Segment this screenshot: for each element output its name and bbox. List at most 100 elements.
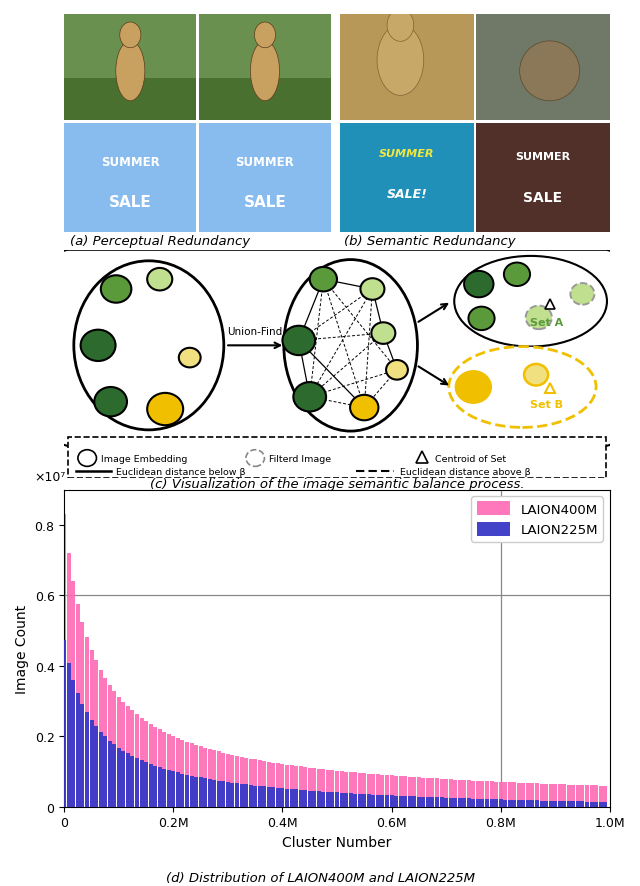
Bar	[516, 782, 521, 806]
Text: (d) Distribution of LAION400M and LAION225M: (d) Distribution of LAION400M and LAION2…	[166, 871, 474, 884]
Bar	[244, 784, 248, 806]
Bar	[485, 781, 489, 806]
Bar	[435, 797, 439, 806]
Bar	[148, 765, 152, 806]
Bar	[267, 762, 271, 806]
Bar	[458, 780, 461, 806]
Bar	[512, 800, 516, 806]
Bar	[431, 778, 435, 806]
Bar	[481, 781, 484, 806]
Bar	[135, 758, 139, 806]
Bar	[280, 789, 284, 806]
Bar	[67, 663, 71, 806]
Bar	[262, 761, 266, 806]
Bar	[453, 798, 457, 806]
Bar	[317, 769, 321, 806]
Bar	[144, 763, 148, 806]
Text: SALE!: SALE!	[387, 188, 428, 201]
Bar	[531, 800, 534, 806]
Bar	[503, 782, 507, 806]
Text: SALE: SALE	[524, 190, 563, 205]
Bar	[344, 793, 348, 806]
Bar	[289, 766, 294, 806]
Bar	[371, 774, 375, 806]
Bar	[349, 793, 353, 806]
Bar	[444, 797, 448, 806]
Bar	[248, 785, 253, 806]
Bar	[362, 794, 366, 806]
Bar	[403, 797, 407, 806]
Circle shape	[246, 450, 264, 467]
Circle shape	[179, 348, 200, 368]
Bar	[476, 124, 610, 233]
Bar	[471, 781, 476, 806]
Circle shape	[120, 23, 141, 49]
Bar	[112, 744, 116, 806]
Bar	[567, 785, 571, 806]
Ellipse shape	[454, 257, 607, 347]
Text: SALE: SALE	[109, 195, 152, 210]
Bar	[203, 779, 207, 806]
Bar	[589, 785, 593, 806]
Bar	[248, 758, 253, 806]
Circle shape	[282, 326, 315, 356]
Bar	[594, 802, 598, 806]
Bar	[544, 784, 548, 806]
Bar	[312, 768, 316, 806]
Bar	[72, 582, 76, 806]
Bar	[367, 795, 371, 806]
Bar	[67, 553, 71, 806]
Bar	[140, 718, 143, 806]
Bar	[308, 768, 312, 806]
Bar	[81, 623, 84, 806]
Bar	[562, 801, 566, 806]
Bar	[321, 791, 325, 806]
Bar	[99, 732, 102, 806]
Bar	[199, 12, 331, 82]
Bar	[271, 788, 275, 806]
Bar	[603, 786, 607, 806]
Bar	[172, 736, 175, 806]
Bar	[76, 693, 80, 806]
Bar	[408, 777, 412, 806]
Bar	[99, 670, 102, 806]
Bar	[135, 714, 139, 806]
Bar	[244, 758, 248, 806]
Circle shape	[78, 450, 97, 467]
Bar	[371, 795, 375, 806]
Text: SALE: SALE	[244, 195, 286, 210]
Bar	[462, 781, 467, 806]
Bar	[194, 777, 198, 806]
Bar	[540, 783, 543, 806]
Bar	[276, 788, 280, 806]
Bar	[90, 650, 93, 806]
Circle shape	[468, 307, 495, 330]
Bar	[167, 770, 171, 806]
Text: SUMMER: SUMMER	[515, 152, 571, 161]
Bar	[276, 764, 280, 806]
Bar	[289, 789, 294, 806]
Bar	[299, 790, 303, 806]
Bar	[72, 680, 76, 806]
Bar	[335, 793, 339, 806]
Ellipse shape	[284, 260, 417, 431]
Text: Union-Find: Union-Find	[228, 326, 283, 336]
Ellipse shape	[449, 347, 596, 428]
Bar	[376, 774, 380, 806]
Bar	[180, 740, 184, 806]
Bar	[230, 755, 234, 806]
Bar	[321, 769, 325, 806]
Bar	[140, 760, 143, 806]
Bar	[553, 801, 557, 806]
Bar	[531, 783, 534, 806]
Bar	[326, 770, 330, 806]
Bar	[522, 783, 525, 806]
Bar	[64, 124, 196, 233]
Bar	[340, 12, 474, 120]
Bar	[94, 727, 98, 806]
Bar	[390, 796, 394, 806]
Bar	[167, 734, 171, 806]
Bar	[512, 782, 516, 806]
Circle shape	[147, 268, 172, 291]
Bar	[176, 738, 180, 806]
